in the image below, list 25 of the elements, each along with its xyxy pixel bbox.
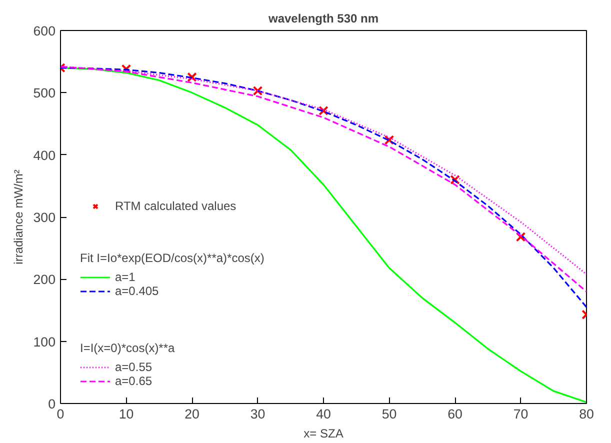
x-tick-label: 60 <box>448 406 462 422</box>
y-tick-label: 200 <box>33 272 56 288</box>
legend-title: Fit I=Io*exp(EOD/cos(x)**a)*cos(x) <box>80 251 264 265</box>
legend-label: a=1 <box>115 270 136 284</box>
y-tick-label: 400 <box>33 148 56 163</box>
y-axis-title: irradiance mW/m² <box>11 170 26 264</box>
y-tick-label: 100 <box>33 334 56 350</box>
x-tick-label: 10 <box>118 406 134 422</box>
legend-label: a=0.55 <box>115 360 152 374</box>
legend-label: a=0.65 <box>115 374 152 388</box>
annotation: I=I(x=0)*cos(x)**a <box>80 341 175 355</box>
x-axis-title: x= SZA <box>304 426 344 440</box>
chart-title: wavelength 530 nm <box>267 12 379 26</box>
y-tick-label: 500 <box>33 86 56 101</box>
x-tick-label: 20 <box>184 406 200 422</box>
y-tick-label: 0 <box>48 396 56 412</box>
x-tick-label: 40 <box>316 406 331 422</box>
y-tick-label: 300 <box>33 210 56 225</box>
x-tick-label: 50 <box>382 406 397 422</box>
x-tick-label: 30 <box>250 406 266 422</box>
y-tick-label: 600 <box>33 24 56 38</box>
legend-label: a=0.405 <box>115 284 159 298</box>
legend-label: RTM calculated values <box>115 199 236 213</box>
x-tick-label: 70 <box>513 406 528 422</box>
x-tick-label: 80 <box>579 406 594 422</box>
